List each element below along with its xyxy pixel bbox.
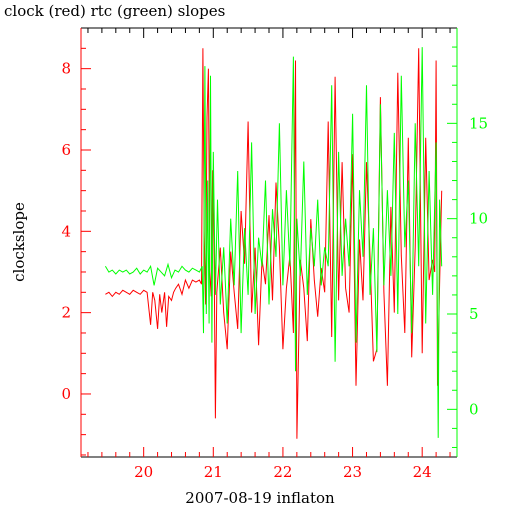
series-layer xyxy=(104,47,443,439)
clock-slope-line xyxy=(105,48,443,439)
left-axis: 0 2 4 6 8 xyxy=(61,47,91,456)
y2-tick-label: 15 xyxy=(469,114,488,132)
y-tick-label: 2 xyxy=(61,304,71,322)
y2-tick-label: 0 xyxy=(469,400,479,418)
x-tick-label: 21 xyxy=(204,463,223,481)
x-tick-label: 20 xyxy=(134,463,153,481)
chart-title: clock (red) rtc (green) slopes xyxy=(4,2,225,20)
y2-tick-label: 10 xyxy=(469,210,488,228)
rtc-slope-line xyxy=(104,47,443,438)
x-tick-label: 23 xyxy=(343,463,362,481)
y-tick-label: 8 xyxy=(61,60,71,78)
x-tick-label: 24 xyxy=(413,463,432,481)
x-axis-title: 2007-08-19 inflaton xyxy=(185,489,335,507)
bottom-axis: 20 21 22 23 24 xyxy=(87,28,451,481)
x-tick-label: 22 xyxy=(273,463,292,481)
y-tick-label: 0 xyxy=(61,385,71,403)
right-axis: 0 5 10 15 xyxy=(447,46,488,448)
y2-tick-label: 5 xyxy=(469,305,479,323)
y-axis-title: clockslope xyxy=(10,202,28,282)
y-tick-label: 4 xyxy=(61,222,71,240)
y-tick-label: 6 xyxy=(61,141,71,159)
